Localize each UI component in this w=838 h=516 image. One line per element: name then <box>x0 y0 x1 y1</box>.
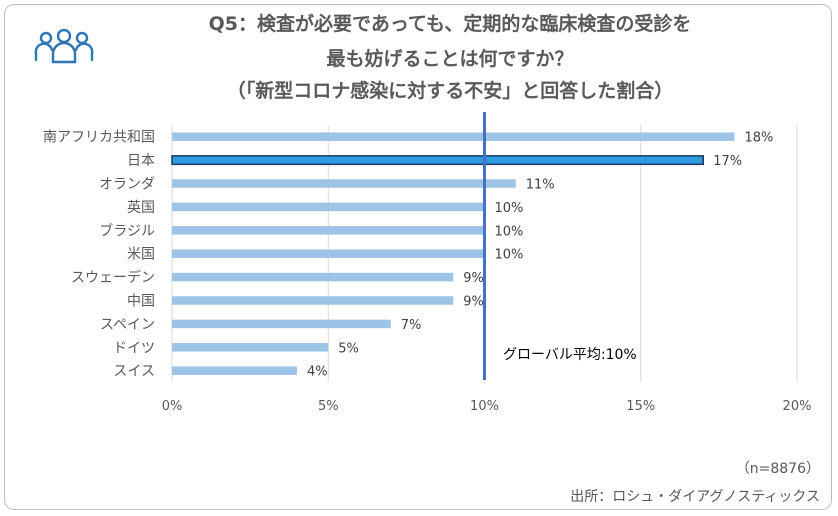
category-label: 日本 <box>127 153 155 169</box>
category-label: ブラジル <box>99 222 155 239</box>
category-label: 中国 <box>127 294 155 310</box>
data-label: 18% <box>745 131 774 146</box>
bar <box>172 319 391 329</box>
global-average-label: グローバル平均:10% <box>503 347 637 363</box>
bar <box>172 202 485 212</box>
chart-title-line-1: Q5：検査が必要であっても、定期的な臨床検査の受診を <box>208 13 692 35</box>
category-label: 英国 <box>127 199 155 216</box>
category-label: スウェーデン <box>71 269 155 286</box>
x-tick-label: 10% <box>470 399 499 414</box>
data-label: 10% <box>495 201 524 216</box>
bar-highlight <box>171 155 704 166</box>
bar <box>172 132 735 141</box>
bar <box>172 179 516 188</box>
people-group-icon <box>34 28 94 64</box>
category-label: スペイン <box>100 317 155 333</box>
data-label: 9% <box>463 271 484 286</box>
category-label: オランダ <box>99 177 155 193</box>
source-note: 出所：ロシュ・ダイアグノスティックス <box>570 489 820 505</box>
chart-title-line-3: （「新型コロナ感染に対する不安」と回答した割合） <box>226 80 674 102</box>
sample-size-note: （n=8876） <box>735 461 820 477</box>
category-label: スイス <box>113 364 155 380</box>
bar <box>172 343 329 352</box>
bar <box>172 226 485 235</box>
category-label: ドイツ <box>113 340 155 356</box>
x-tick-label: 0% <box>162 399 183 414</box>
data-label: 9% <box>463 295 484 310</box>
bar <box>172 366 297 375</box>
data-label: 7% <box>401 318 422 333</box>
x-tick-label: 15% <box>626 399 655 414</box>
x-tick-label: 5% <box>318 399 339 414</box>
data-label: 5% <box>338 341 359 356</box>
category-label: 米国 <box>127 247 155 263</box>
category-label: 南アフリカ共和国 <box>43 130 155 146</box>
data-label: 10% <box>495 248 524 263</box>
bar <box>172 296 454 305</box>
bar <box>172 249 485 258</box>
x-tick-label: 20% <box>783 399 812 414</box>
data-label: 11% <box>526 178 555 193</box>
data-label: 17% <box>713 154 742 169</box>
data-label: 4% <box>307 365 328 380</box>
chart-title-line-2: 最も妨げることは何ですか？ <box>326 48 574 70</box>
data-label: 10% <box>495 224 524 239</box>
bar <box>172 272 454 282</box>
